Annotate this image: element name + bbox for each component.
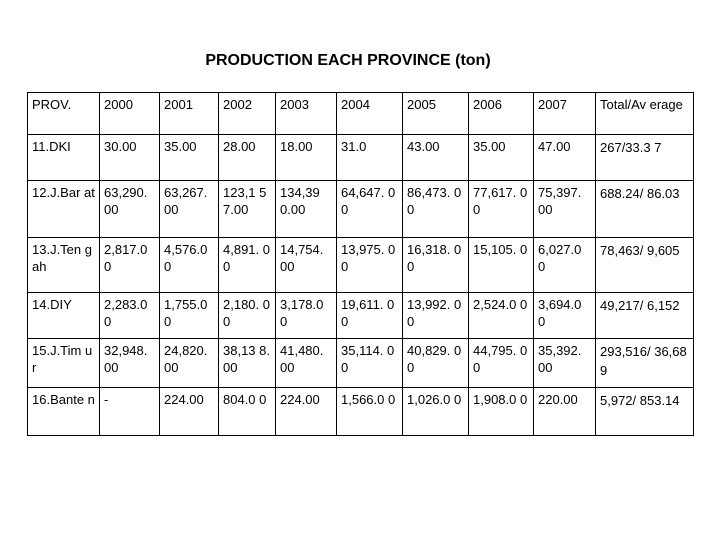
header-cell: 2001 [159,92,219,135]
value-cell: 804.0 0 [218,387,276,436]
value-cell: 3,694.0 0 [533,292,596,339]
header-cell: 2003 [275,92,337,135]
value-cell: 15,105. 0 [468,237,534,293]
value-cell: 13,975. 00 [336,237,403,293]
value-cell: 64,647. 00 [336,180,403,238]
province-cell: 15.J.Tim ur [27,338,100,388]
total-cell: 5,972/ 853.14 [595,387,694,436]
table-row: 14.DIY 2,283.0 0 1,755.0 0 2,180. 00 3,178.0… [27,292,694,339]
province-cell: 13.J.Ten gah [27,237,100,293]
value-cell: 40,829. 00 [402,338,469,388]
production-table: PROV. 2000 2001 2002 2003 2004 2005 2006 2007 Tot… [27,92,694,436]
value-cell: 86,473. 00 [402,180,469,238]
value-cell: 35.00 [468,134,534,181]
value-cell: 41,480. 00 [275,338,337,388]
value-cell: 75,397. 00 [533,180,596,238]
table-row: 12.J.Bar at 63,290. 00 63,267. 00 123,1 57.… [27,180,694,238]
province-cell: 12.J.Bar at [27,180,100,238]
province-cell: 14.DIY [27,292,100,339]
table-row: 15.J.Tim ur 32,948. 00 24,820. 00 38,13 8.0… [27,338,694,388]
header-cell: 2007 [533,92,596,135]
header-cell: 2004 [336,92,403,135]
value-cell: 28.00 [218,134,276,181]
value-cell: 35.00 [159,134,219,181]
value-cell: 13,992. 00 [402,292,469,339]
header-cell: 2002 [218,92,276,135]
value-cell: 63,267. 00 [159,180,219,238]
value-cell: 1,566.0 0 [336,387,403,436]
value-cell: 134,39 0.00 [275,180,337,238]
value-cell: 18.00 [275,134,337,181]
total-cell: 688.24/ 86.03 [595,180,694,238]
value-cell: 3,178.0 0 [275,292,337,339]
value-cell: 2,817.0 0 [99,237,160,293]
total-cell: 78,463/ 9,605 [595,237,694,293]
value-cell: - [99,387,160,436]
total-cell: 267/33.3 7 [595,134,694,181]
header-cell: 2000 [99,92,160,135]
value-cell: 32,948. 00 [99,338,160,388]
value-cell: 6,027.0 0 [533,237,596,293]
value-cell: 1,026.0 0 [402,387,469,436]
value-cell: 24,820. 00 [159,338,219,388]
value-cell: 2,180. 00 [218,292,276,339]
value-cell: 224.00 [275,387,337,436]
value-cell: 14,754. 00 [275,237,337,293]
value-cell: 38,13 8.00 [218,338,276,388]
total-cell: 293,516/ 36,689 [595,338,694,388]
value-cell: 31.0 [336,134,403,181]
value-cell: 2,524.0 0 [468,292,534,339]
value-cell: 19,611. 00 [336,292,403,339]
value-cell: 1,755.0 0 [159,292,219,339]
header-cell: 2006 [468,92,534,135]
value-cell: 2,283.0 0 [99,292,160,339]
value-cell: 77,617. 00 [468,180,534,238]
value-cell: 224.00 [159,387,219,436]
province-cell: 11.DKI [27,134,100,181]
table-header-row: PROV. 2000 2001 2002 2003 2004 2005 2006 2007 Tot… [27,92,694,135]
total-cell: 49,217/ 6,152 [595,292,694,339]
value-cell: 35,392. 00 [533,338,596,388]
value-cell: 30.00 [99,134,160,181]
table-row: 11.DKI 30.00 35.00 28.00 18.00 31.0 43.00 35.00… [27,134,694,181]
value-cell: 4,576.0 0 [159,237,219,293]
value-cell: 63,290. 00 [99,180,160,238]
table-row: 13.J.Ten gah 2,817.0 0 4,576.0 0 4,891. 00 1… [27,237,694,293]
province-cell: 16.Bante n [27,387,100,436]
page-title: PRODUCTION EACH PROVINCE (ton) [205,52,491,69]
header-cell: PROV. [27,92,100,135]
value-cell: 1,908.0 0 [468,387,534,436]
value-cell: 47.00 [533,134,596,181]
value-cell: 16,318. 00 [402,237,469,293]
header-cell: 2005 [402,92,469,135]
value-cell: 123,1 57.00 [218,180,276,238]
value-cell: 35,114. 00 [336,338,403,388]
value-cell: 43.00 [402,134,469,181]
value-cell: 220.00 [533,387,596,436]
value-cell: 44,795. 00 [468,338,534,388]
value-cell: 4,891. 00 [218,237,276,293]
header-cell: Total/Av erage [595,92,694,135]
